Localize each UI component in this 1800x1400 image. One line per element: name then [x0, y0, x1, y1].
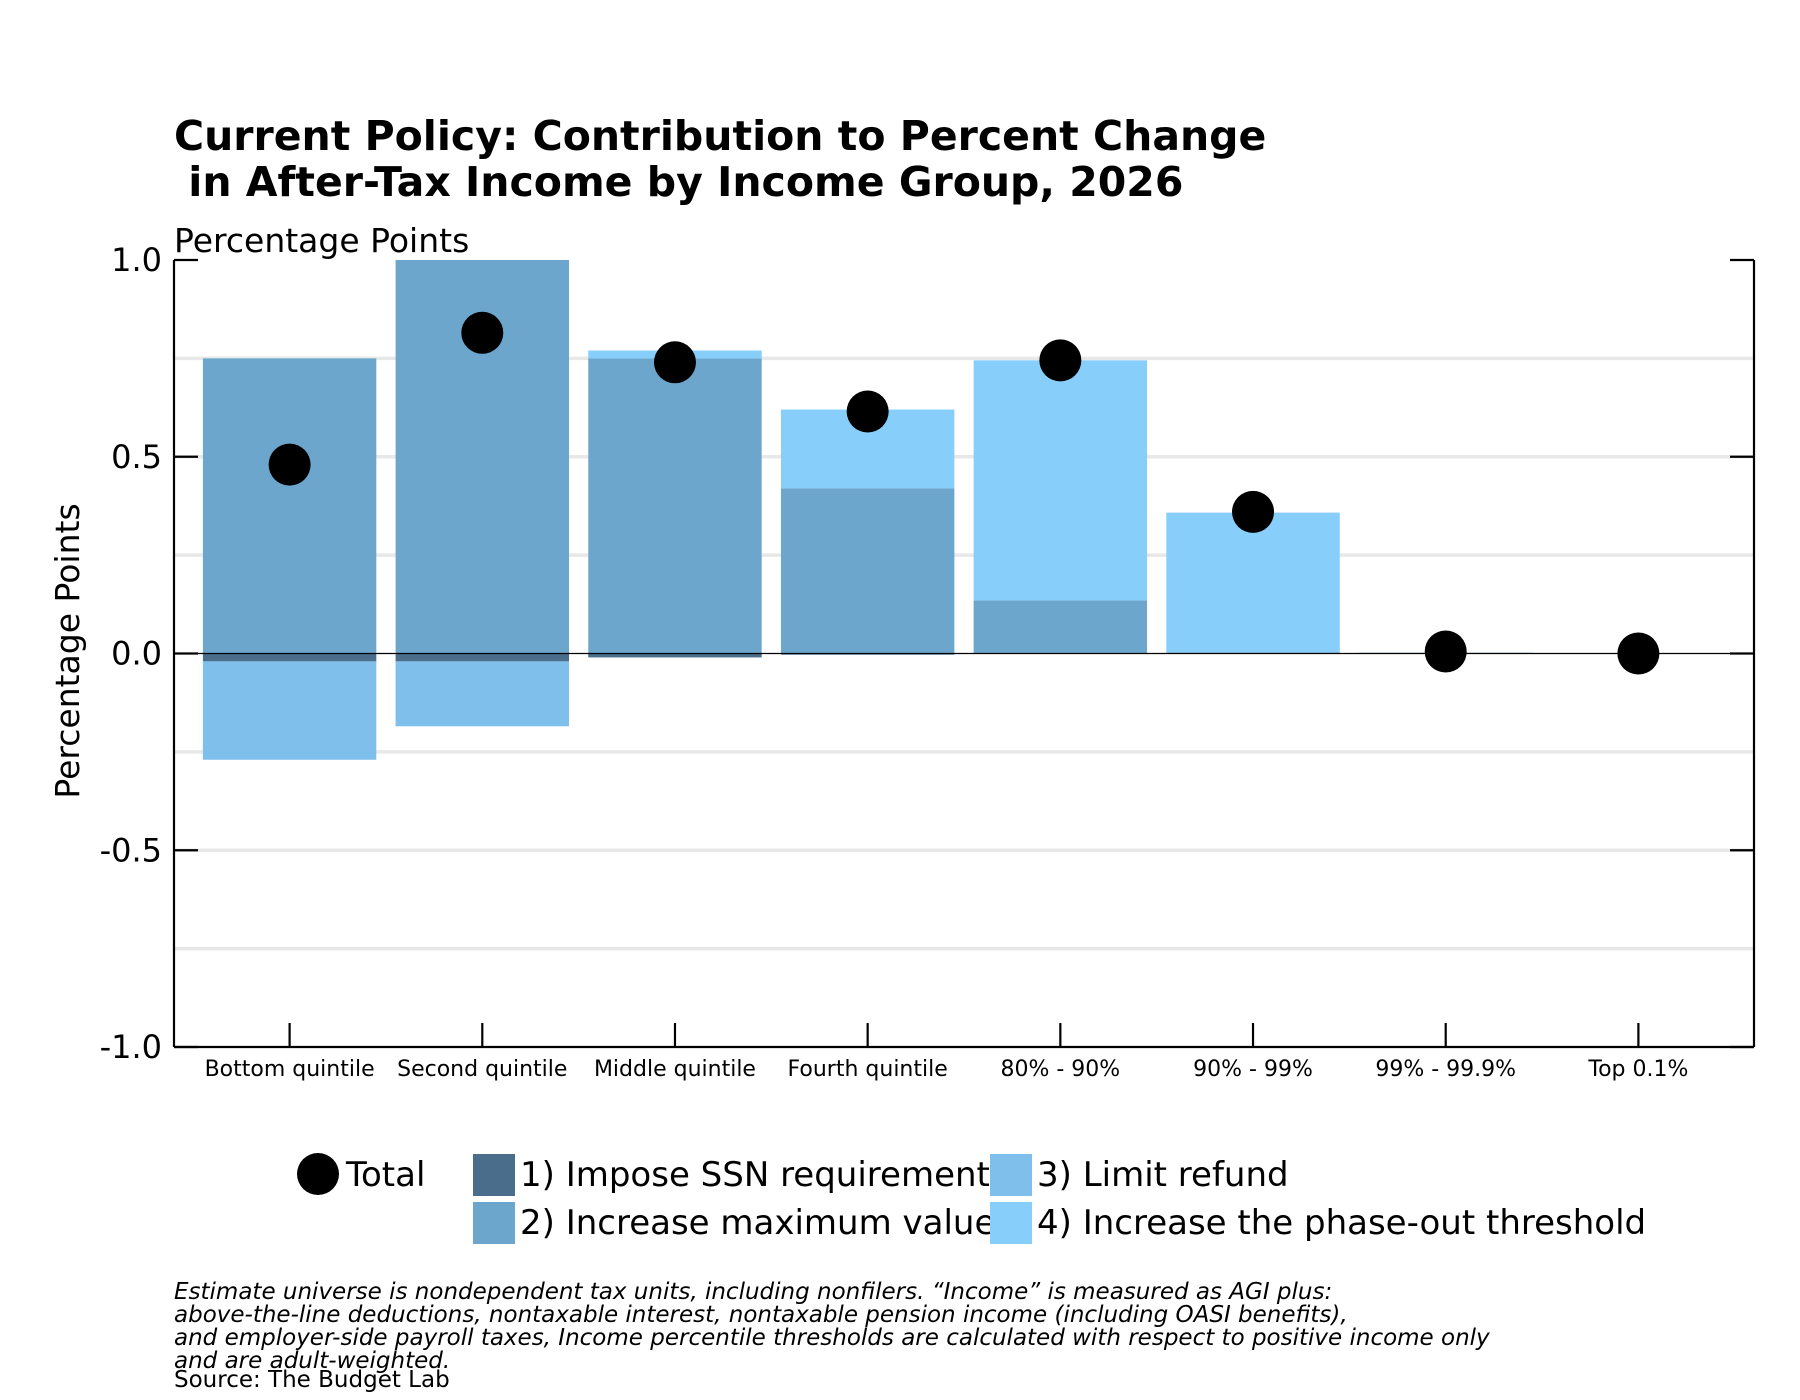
legend-label: 2) Increase maximum value	[520, 1203, 995, 1243]
bar-segment	[202, 661, 377, 760]
y-axis-label: Percentage Points	[48, 503, 87, 798]
bar-segment	[973, 360, 1148, 601]
footnote-line: and employer-side payroll taxes, Income …	[174, 1325, 1490, 1351]
bar-segment	[780, 488, 955, 654]
x-tick-label: Fourth quintile	[788, 1057, 948, 1082]
total-marker	[461, 311, 504, 354]
bar-segment	[395, 661, 569, 727]
chart-title-line-1: Current Policy: Contribution to Percent …	[174, 112, 1266, 160]
chart-subtitle: Percentage Points	[174, 221, 469, 260]
total-marker	[1424, 630, 1467, 673]
legend-swatch	[990, 1202, 1032, 1244]
legend: Total 1) Impose SSN requirement 2) Increas…	[297, 1153, 1646, 1244]
x-tick-label: 99% - 99.9%	[1375, 1057, 1516, 1082]
y-tick-label: 1.0	[111, 241, 162, 279]
bar-segment	[202, 358, 377, 654]
legend-label-total: Total	[345, 1155, 425, 1195]
total-marker	[653, 341, 696, 384]
ticks-layer: -1.0 -0.5 0.0 0.5 1.0 Bottom quintile Second q…	[100, 241, 1754, 1082]
bar-segment	[202, 653, 377, 662]
legend-swatch	[990, 1154, 1032, 1196]
bars-layer	[202, 260, 1533, 760]
footnote-line: and are adult-weighted.	[174, 1348, 450, 1374]
legend-label: 4) Increase the phase-out threshold	[1037, 1203, 1646, 1243]
x-tick-label: Second quintile	[397, 1057, 567, 1082]
source-note: Source: The Budget Lab	[174, 1367, 450, 1393]
totals-layer	[268, 311, 1660, 675]
bar-segment	[395, 653, 569, 662]
footnote: Estimate universe is nondependent tax un…	[174, 1279, 1490, 1374]
legend-label: 1) Impose SSN requirement	[520, 1155, 990, 1195]
total-marker	[846, 390, 889, 433]
y-tick-label: 0.0	[111, 635, 162, 673]
x-tick-label: 80% - 90%	[1000, 1057, 1120, 1082]
x-tick-label: Bottom quintile	[205, 1057, 375, 1082]
y-tick-label: -0.5	[100, 831, 162, 869]
total-marker	[1617, 632, 1660, 675]
bar-segment	[973, 600, 1148, 654]
legend-swatch	[473, 1154, 515, 1196]
total-marker	[268, 443, 311, 486]
legend-label: 3) Limit refund	[1037, 1155, 1289, 1195]
footnote-line: Estimate universe is nondependent tax un…	[174, 1279, 1332, 1305]
chart-title-line-2: in After-Tax Income by Income Group, 202…	[174, 158, 1183, 206]
total-marker	[1039, 339, 1082, 382]
y-tick-label: -1.0	[100, 1028, 162, 1066]
bar-segment	[1166, 512, 1340, 653]
total-marker	[1232, 490, 1275, 533]
x-tick-label: 90% - 99%	[1193, 1057, 1313, 1082]
footnote-line: above-the-line deductions, nontaxable in…	[174, 1302, 1348, 1328]
bar-segment	[588, 358, 762, 654]
x-tick-label: Middle quintile	[594, 1057, 756, 1082]
legend-swatch	[473, 1202, 515, 1244]
legend-marker-total	[297, 1153, 339, 1195]
x-tick-label: Top 0.1%	[1587, 1057, 1688, 1082]
bar-segment	[588, 653, 762, 658]
y-tick-label: 0.5	[111, 438, 162, 476]
